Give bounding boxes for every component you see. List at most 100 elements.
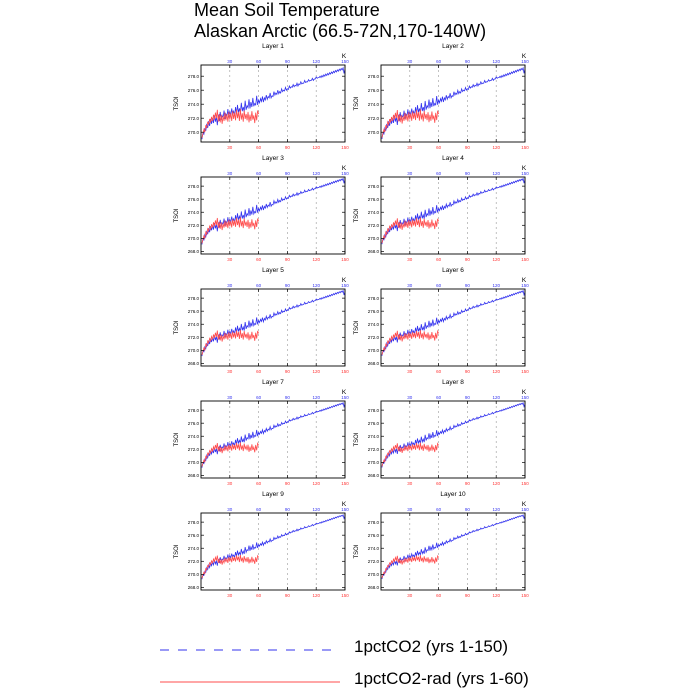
bottom-tick-label: 30 — [407, 481, 413, 486]
top-tick-label: 60 — [436, 507, 442, 512]
bottom-tick-label: 90 — [285, 481, 291, 486]
y-tick-label: 272.0 — [188, 559, 200, 564]
y-tick-label: 268.0 — [188, 473, 200, 478]
top-tick-label: 150 — [341, 507, 349, 512]
legend-swatch-solid — [160, 681, 340, 683]
y-tick-label: 274.0 — [188, 434, 200, 439]
y-tick-label: 272.0 — [188, 447, 200, 452]
legend-swatch-dashed — [160, 649, 340, 651]
panel-2: Layer 2 K 30 30 60 60 90 90 120 120 150 150 270.0 272… — [354, 43, 529, 150]
series-1pctco2-line — [201, 289, 345, 357]
top-tick-label: 150 — [341, 171, 349, 176]
plot-frame — [380, 512, 526, 591]
bottom-tick-label: 150 — [341, 145, 349, 150]
top-axis-corner-label: K — [522, 53, 527, 60]
bottom-tick-label: 90 — [285, 593, 291, 598]
y-tick-label: 276.0 — [188, 309, 200, 314]
top-axis-corner-label: K — [522, 277, 527, 284]
bottom-tick-label: 120 — [492, 145, 500, 150]
top-tick-label: 150 — [341, 395, 349, 400]
y-tick-label: 270.0 — [188, 130, 200, 135]
y-tick-label: 276.0 — [368, 421, 380, 426]
top-axis-corner-label: K — [342, 501, 347, 508]
chart-title-line-2: Alaskan Arctic (66.5-72N,170-140W) — [194, 21, 487, 41]
bottom-tick-label: 90 — [285, 369, 291, 374]
legend-entry-1pctco2: 1pctCO2 (yrs 1-150) — [160, 637, 520, 661]
y-tick-label: 278.0 — [368, 74, 380, 79]
bottom-tick-label: 90 — [465, 145, 471, 150]
y-tick-label: 272.0 — [188, 116, 200, 121]
bottom-tick-label: 90 — [465, 593, 471, 598]
top-axis-corner-label: K — [342, 277, 347, 284]
y-tick-label: 268.0 — [368, 585, 380, 590]
series-1pctco2-rad-line — [201, 217, 259, 244]
y-tick-label: 278.0 — [188, 408, 200, 413]
y-tick-label: 274.0 — [368, 102, 380, 107]
top-tick-label: 30 — [227, 283, 233, 288]
bottom-tick-label: 60 — [256, 369, 262, 374]
top-axis-corner-label: K — [522, 389, 527, 396]
y-axis-label: TSOI — [174, 544, 180, 558]
y-tick-label: 274.0 — [188, 546, 200, 551]
y-tick-label: 276.0 — [368, 197, 380, 202]
y-tick-label: 274.0 — [368, 546, 380, 551]
y-tick-label: 270.0 — [368, 460, 380, 465]
plot-frame — [380, 400, 526, 479]
top-tick-label: 60 — [256, 59, 262, 64]
top-tick-label: 120 — [312, 171, 320, 176]
y-axis-label: TSOI — [174, 96, 180, 110]
y-tick-label: 270.0 — [368, 236, 380, 241]
y-tick-label: 274.0 — [368, 210, 380, 215]
top-tick-label: 60 — [256, 283, 262, 288]
top-tick-label: 90 — [285, 507, 291, 512]
bottom-tick-label: 60 — [256, 257, 262, 262]
top-tick-label: 90 — [465, 507, 471, 512]
y-axis-label: TSOI — [354, 96, 360, 110]
plot-frame — [380, 64, 526, 143]
bottom-tick-label: 60 — [436, 593, 442, 598]
bottom-tick-label: 120 — [492, 257, 500, 262]
series-1pctco2-rad-line — [381, 217, 439, 244]
top-tick-label: 150 — [521, 171, 529, 176]
bottom-tick-label: 90 — [285, 145, 291, 150]
panel-title: Layer 2 — [442, 43, 464, 50]
top-tick-label: 120 — [492, 171, 500, 176]
top-tick-label: 120 — [312, 283, 320, 288]
top-tick-label: 30 — [407, 59, 413, 64]
top-tick-label: 30 — [407, 395, 413, 400]
panel-title: Layer 7 — [262, 379, 284, 386]
bottom-tick-label: 90 — [465, 481, 471, 486]
top-tick-label: 120 — [492, 507, 500, 512]
bottom-tick-label: 30 — [227, 593, 233, 598]
legend-label-1pctco2: 1pctCO2 (yrs 1-150) — [354, 637, 508, 656]
top-tick-label: 120 — [312, 507, 320, 512]
top-tick-label: 90 — [465, 283, 471, 288]
bottom-tick-label: 150 — [521, 145, 529, 150]
y-tick-label: 276.0 — [368, 533, 380, 538]
panel-title: Layer 5 — [262, 267, 284, 274]
top-tick-label: 90 — [285, 395, 291, 400]
bottom-tick-label: 120 — [312, 369, 320, 374]
top-tick-label: 60 — [436, 395, 442, 400]
top-tick-label: 90 — [285, 59, 291, 64]
y-tick-label: 278.0 — [188, 184, 200, 189]
panel-title: Layer 8 — [442, 379, 464, 386]
bottom-tick-label: 150 — [521, 257, 529, 262]
y-tick-label: 270.0 — [368, 130, 380, 135]
top-tick-label: 150 — [521, 507, 529, 512]
series-1pctco2-rad-line — [201, 441, 259, 467]
top-tick-label: 60 — [436, 283, 442, 288]
series-1pctco2-line — [201, 514, 345, 580]
panel-title: Layer 6 — [442, 267, 464, 274]
y-tick-label: 270.0 — [188, 236, 200, 241]
series-1pctco2-rad-line — [201, 554, 259, 579]
panel-grid: Layer 1 K 30 30 60 60 90 90 120 120 150 150 270.0 272… — [174, 43, 529, 598]
panel-9: Layer 9 K 30 30 60 60 90 90 120 120 150 150 268.0 270… — [174, 491, 349, 598]
panel-title: Layer 1 — [262, 43, 284, 50]
panel-3: Layer 3 K 30 30 60 60 90 90 120 120 150 150 268.0 270… — [174, 155, 349, 262]
y-tick-label: 274.0 — [188, 210, 200, 215]
y-tick-label: 272.0 — [368, 116, 380, 121]
series-1pctco2-line — [201, 177, 345, 245]
y-axis-label: TSOI — [174, 432, 180, 446]
panel-5: Layer 5 K 30 30 60 60 90 90 120 120 150 150 268.0 270… — [174, 267, 349, 374]
